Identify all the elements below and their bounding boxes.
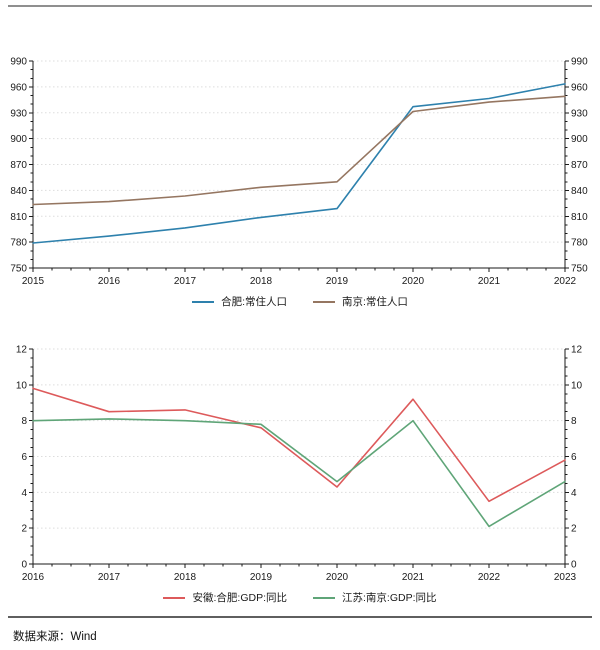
y-axis-tick-label: 780: [571, 238, 588, 249]
x-axis-tick-label: 2018: [250, 276, 273, 287]
y-axis-tick-label: 750: [10, 264, 27, 275]
y-axis-tick-label: 4: [21, 488, 27, 499]
y-axis-tick-label: 750: [571, 264, 588, 275]
y-axis-tick-label: 840: [571, 186, 588, 197]
y-axis-tick-label: 960: [10, 82, 27, 93]
x-axis-tick-label: 2020: [402, 276, 425, 287]
x-axis-tick-label: 2019: [250, 572, 273, 583]
line-swatch-icon: [163, 596, 186, 599]
x-axis-tick-label: 2017: [98, 572, 121, 583]
y-axis-tick-label: 8: [571, 416, 577, 427]
legend-label: 南京:常住人口: [342, 296, 408, 308]
axis-labels: 0 0 2 2 4 4 6 6 8 8 10 10 12 12 2016 2017 2018 2019 2020 20…: [16, 345, 583, 584]
top-divider: [8, 5, 592, 7]
y-axis-tick-label: 6: [21, 452, 27, 463]
y-axis-tick-label: 2: [21, 524, 27, 535]
ticks: [29, 60, 569, 272]
y-axis-tick-label: 810: [571, 212, 588, 223]
y-axis-tick-label: 12: [16, 345, 28, 356]
x-axis-tick-label: 2017: [174, 276, 197, 287]
x-axis-tick-label: 2019: [326, 276, 349, 287]
y-axis-tick-label: 900: [10, 134, 27, 145]
series-line-0: [32, 387, 566, 503]
gdp-growth-chart-legend: 安徽:合肥:GDP:同比 江苏:南京:GDP:同比: [0, 590, 600, 605]
y-axis-tick-label: 6: [571, 452, 577, 463]
x-axis-tick-label: 2022: [554, 276, 577, 287]
series-line-0: [32, 83, 566, 244]
legend-item-nanjing-gdp: 江苏:南京:GDP:同比: [313, 590, 437, 605]
y-axis-tick-label: 840: [10, 186, 27, 197]
x-axis-tick-label: 2020: [326, 572, 349, 583]
gridlines: [33, 60, 565, 269]
legend-label: 安徽:合肥:GDP:同比: [192, 592, 287, 604]
line-swatch-icon: [313, 300, 335, 303]
legend-label: 合肥:常住人口: [221, 296, 287, 308]
series-line-1: [32, 95, 566, 206]
y-axis-tick-label: 930: [571, 108, 588, 119]
y-axis-tick-label: 900: [571, 134, 588, 145]
y-axis-tick-label: 870: [571, 160, 588, 171]
y-axis-tick-label: 810: [10, 212, 27, 223]
line-swatch-icon: [192, 300, 215, 303]
y-axis-tick-label: 10: [16, 380, 28, 391]
ticks: [29, 348, 569, 568]
y-axis-tick-label: 8: [21, 416, 27, 427]
legend-label: 江苏:南京:GDP:同比: [342, 592, 437, 604]
y-axis-tick-label: 990: [571, 57, 588, 68]
x-axis-tick-label: 2018: [174, 572, 197, 583]
y-axis-tick-label: 780: [10, 238, 27, 249]
gdp-growth-chart-plot: 0 0 2 2 4 4 6 6 8 8 10 10 12 12 2016 2017 2018 2019 2020 20…: [16, 345, 583, 584]
legend-item-hefei-population: 合肥:常住人口: [192, 294, 287, 309]
y-axis-tick-label: 0: [571, 560, 577, 571]
x-axis-tick-label: 2016: [22, 572, 45, 583]
x-axis-tick-label: 2021: [478, 276, 501, 287]
axis-labels: 750 750 780 780 810 810 840 840 870 870 900 900 930 9…: [10, 57, 588, 288]
y-axis-tick-label: 4: [571, 488, 577, 499]
y-axis-tick-label: 12: [571, 345, 583, 356]
y-axis-tick-label: 930: [10, 108, 27, 119]
data-source-note: 数据来源：Wind: [13, 631, 97, 643]
legend-item-nanjing-population: 南京:常住人口: [313, 294, 408, 309]
legend-item-hefei-gdp: 安徽:合肥:GDP:同比: [163, 590, 287, 605]
x-axis-tick-label: 2015: [22, 276, 45, 287]
x-axis-tick-label: 2021: [402, 572, 425, 583]
x-axis-tick-label: 2022: [478, 572, 501, 583]
y-axis-tick-label: 10: [571, 380, 583, 391]
line-swatch-icon: [313, 596, 335, 599]
bottom-divider: [8, 616, 592, 618]
population-chart-plot: 750 750 780 780 810 810 840 840 870 870 900 900 930 9…: [10, 57, 588, 288]
y-axis-tick-label: 0: [21, 560, 27, 571]
series-line-1: [32, 418, 566, 528]
y-axis-tick-label: 960: [571, 82, 588, 93]
y-axis-tick-label: 870: [10, 160, 27, 171]
population-chart-legend: 合肥:常住人口 南京:常住人口: [0, 294, 600, 309]
y-axis-tick-label: 990: [10, 57, 27, 68]
x-axis-tick-label: 2016: [98, 276, 121, 287]
y-axis-tick-label: 2: [571, 524, 577, 535]
x-axis-tick-label: 2023: [554, 572, 577, 583]
